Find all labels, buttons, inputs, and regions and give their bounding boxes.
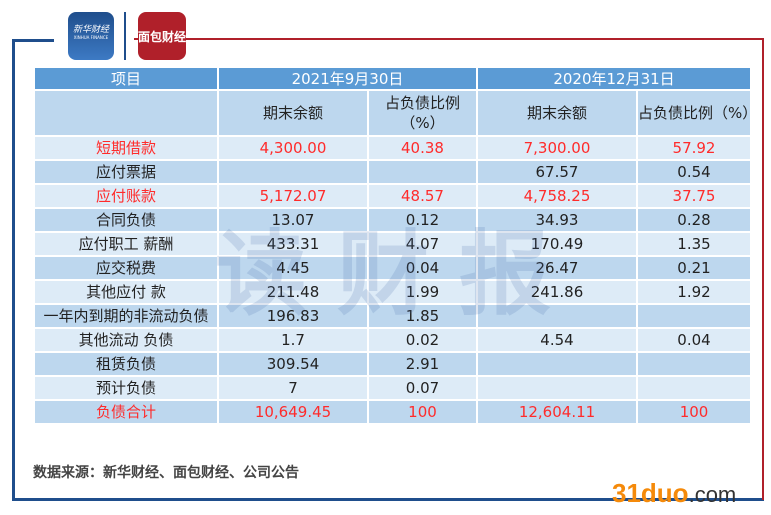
frame-border [134,38,764,40]
header-2021: 2021年9月30日 [217,66,478,91]
frame-border [12,498,764,501]
cell-a: 4.45 [217,255,369,281]
cell-item: 预计负债 [33,375,219,401]
cell-b: 1.85 [367,303,478,329]
cell-c: 67.57 [476,159,638,185]
cell-d: 0.04 [635,327,753,353]
table-row: 其他应付 款 211.48 1.99 241.86 1.92 [33,279,753,305]
table-row: 短期借款 4,300.00 40.38 7,300.00 57.92 [33,135,753,161]
cell-a [217,159,369,185]
subheader [33,89,219,137]
cell-a: 211.48 [217,279,369,305]
cell-a: 309.54 [217,351,369,377]
cell-item: 应付职工 薪酬 [33,231,219,257]
cell-b: 40.38 [367,135,478,161]
subheader: 期末余额 [476,89,638,137]
site-watermark: 31duo.com [612,478,737,508]
cell-d: 0.28 [635,207,753,233]
cell-b: 100 [367,399,478,425]
cell-item: 租赁负债 [33,351,219,377]
cell-d [635,351,753,377]
table-row: 其他流动 负债 1.7 0.02 4.54 0.04 [33,327,753,353]
table-row: 合同负债 13.07 0.12 34.93 0.28 [33,207,753,233]
cell-d [635,303,753,329]
cell-item: 其他流动 负债 [33,327,219,353]
table-row: 一年内到期的非流动负债 196.83 1.85 [33,303,753,329]
cell-c: 4.54 [476,327,638,353]
cell-b: 0.07 [367,375,478,401]
table-row: 负债合计 10,649.45 100 12,604.11 100 [33,399,753,425]
source-note: 数据来源：新华财经、面包财经、公司公告 [33,465,299,481]
cell-c: 4,758.25 [476,183,638,209]
frame-border [762,38,764,500]
table-row: 租赁负债 309.54 2.91 [33,351,753,377]
cell-b [367,159,478,185]
cell-a: 13.07 [217,207,369,233]
cell-a: 5,172.07 [217,183,369,209]
frame-border [12,39,15,501]
table-row: 应交税费 4.45 0.04 26.47 0.21 [33,255,753,281]
cell-item: 负债合计 [33,399,219,425]
cell-d [635,375,753,401]
cell-d: 0.21 [635,255,753,281]
cell-a: 4,300.00 [217,135,369,161]
cell-c [476,303,638,329]
cell-item: 应交税费 [33,255,219,281]
liabilities-table: 项目 2021年9月30日 2020年12月31日 期末余额 占负债比例（%） 期末余额… [33,66,757,425]
cell-c [476,351,638,377]
cell-item: 应付票据 [33,159,219,185]
cell-d: 100 [635,399,753,425]
xinhua-finance-logo: 新华财经 XINHUA FINANCE [68,12,114,60]
cell-b: 4.07 [367,231,478,257]
cell-b: 48.57 [367,183,478,209]
cell-c: 170.49 [476,231,638,257]
cell-item: 短期借款 [33,135,219,161]
cell-d: 37.75 [635,183,753,209]
cell-c: 7,300.00 [476,135,638,161]
header-item: 项目 [33,66,219,91]
cell-a: 7 [217,375,369,401]
table-row: 应付职工 薪酬 433.31 4.07 170.49 1.35 [33,231,753,257]
cell-d: 0.54 [635,159,753,185]
cell-c: 12,604.11 [476,399,638,425]
cell-c: 26.47 [476,255,638,281]
cell-c [476,375,638,401]
header-2020: 2020年12月31日 [475,66,753,91]
frame-border [12,39,54,42]
cell-b: 0.02 [367,327,478,353]
subheader: 期末余额 [217,89,369,137]
cell-a: 196.83 [217,303,369,329]
cell-b: 0.12 [367,207,478,233]
mianbao-finance-logo: 面包财经 [138,12,186,60]
cell-b: 0.04 [367,255,478,281]
cell-d: 57.92 [635,135,753,161]
cell-b: 2.91 [367,351,478,377]
divider [124,12,126,60]
cell-item: 一年内到期的非流动负债 [33,303,219,329]
cell-b: 1.99 [367,279,478,305]
cell-d: 1.35 [635,231,753,257]
cell-item: 应付账款 [33,183,219,209]
table-row: 应付票据 67.57 0.54 [33,159,753,185]
subheader: 占负债比例（%） [367,89,478,137]
table-row: 应付账款 5,172.07 48.57 4,758.25 37.75 [33,183,753,209]
table-row: 预计负债 7 0.07 [33,375,753,401]
cell-item: 合同负债 [33,207,219,233]
cell-c: 241.86 [476,279,638,305]
cell-d: 1.92 [635,279,753,305]
cell-c: 34.93 [476,207,638,233]
cell-a: 1.7 [217,327,369,353]
subheader: 占负债比例（%） [635,89,757,137]
cell-a: 10,649.45 [217,399,369,425]
cell-item: 其他应付 款 [33,279,219,305]
cell-a: 433.31 [217,231,369,257]
